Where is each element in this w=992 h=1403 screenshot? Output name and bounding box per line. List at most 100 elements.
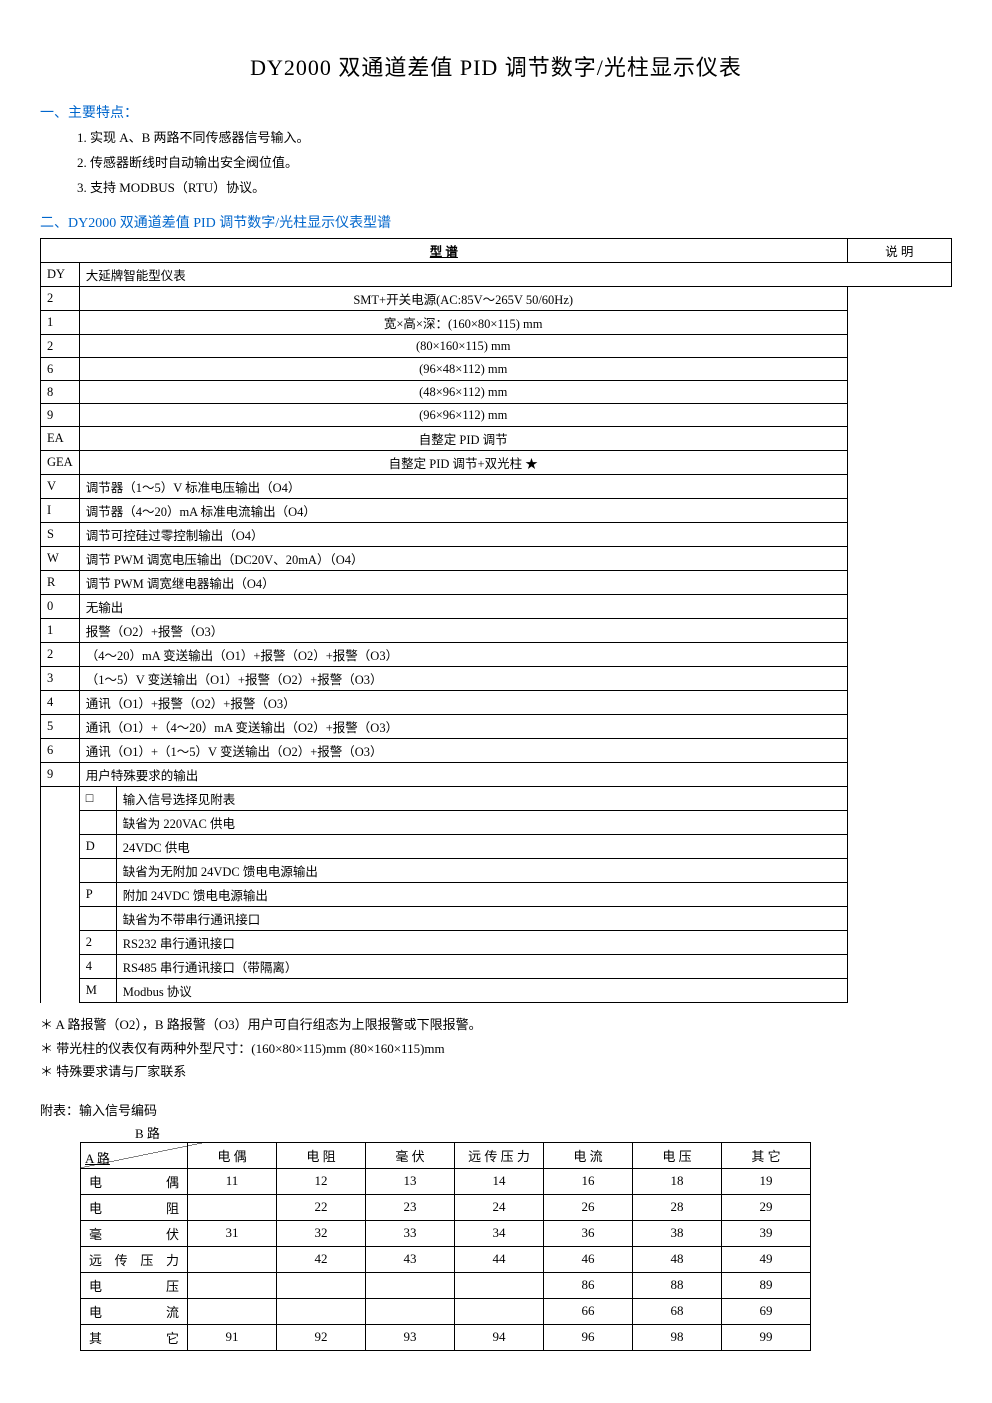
code-cell: 49 bbox=[722, 1246, 811, 1272]
spec-code-cell: 2 bbox=[41, 643, 80, 667]
code-cell bbox=[366, 1298, 455, 1324]
spec-desc-cell: 调节器（4～20）mA 标准电流输出（O4） bbox=[79, 499, 847, 523]
note-line: ＊ 带光柱的仪表仅有两种外型尺寸：(160×80×115)mm (80×160×… bbox=[40, 1037, 952, 1060]
code-cell: 94 bbox=[455, 1324, 544, 1350]
spec-code-cell: 2 bbox=[41, 335, 80, 358]
spec-desc-cell: SMT+开关电源(AC:85V～265V 50/60Hz) bbox=[79, 287, 847, 311]
spec-desc-cell: 缺省为无附加 24VDC 馈电电源输出 bbox=[116, 859, 847, 883]
code-cell: 11 bbox=[188, 1168, 277, 1194]
code-cell: 28 bbox=[633, 1194, 722, 1220]
spec-code-cell: GEA bbox=[41, 451, 80, 475]
code-cell: 66 bbox=[544, 1298, 633, 1324]
spec-code-cell: □ bbox=[79, 787, 116, 811]
code-cell: 88 bbox=[633, 1272, 722, 1298]
spec-desc-cell: (96×48×112) mm bbox=[79, 358, 847, 381]
spec-desc-cell: 缺省为不带串行通讯接口 bbox=[116, 907, 847, 931]
code-cell: 23 bbox=[366, 1194, 455, 1220]
spec-code-cell: 9 bbox=[41, 404, 80, 427]
spec-code-cell: 2 bbox=[41, 287, 80, 311]
feature-item: 实现 A、B 两路不同传感器信号输入。 bbox=[90, 128, 952, 149]
spec-desc-cell: 宽×高×深：(160×80×115) mm bbox=[79, 311, 847, 335]
code-cell: 14 bbox=[455, 1168, 544, 1194]
code-row-header: 电 阻 bbox=[81, 1194, 188, 1220]
code-cell bbox=[188, 1272, 277, 1298]
spec-desc-cell: 自整定 PID 调节+双光柱 ★ bbox=[79, 451, 847, 475]
code-row-header: 远 传 压 力 bbox=[81, 1246, 188, 1272]
spec-spacer-cell bbox=[41, 787, 80, 1003]
code-cell: 93 bbox=[366, 1324, 455, 1350]
spec-desc-cell: RS485 串行通讯接口（带隔离） bbox=[116, 955, 847, 979]
specification-table: 型 谱说 明DY大延牌智能型仪表2SMT+开关电源(AC:85V～265V 50… bbox=[40, 238, 952, 1003]
feature-item: 支持 MODBUS（RTU）协议。 bbox=[90, 178, 952, 199]
spec-desc-cell: 大延牌智能型仪表 bbox=[79, 263, 951, 287]
section2-header: 二、DY2000 双通道差值 PID 调节数字/光柱显示仪表型谱 bbox=[40, 212, 952, 232]
code-row-header: 电 偶 bbox=[81, 1168, 188, 1194]
code-cell: 34 bbox=[455, 1220, 544, 1246]
code-cell: 29 bbox=[722, 1194, 811, 1220]
spec-code-cell: S bbox=[41, 523, 80, 547]
diag-header-cell: A 路 bbox=[81, 1142, 188, 1168]
spec-code-cell: I bbox=[41, 499, 80, 523]
spec-desc-cell: 缺省为 220VAC 供电 bbox=[116, 811, 847, 835]
code-col-header: 电 阻 bbox=[277, 1142, 366, 1168]
spec-desc-cell: （1～5）V 变送输出（O1）+报警（O2）+报警（O3） bbox=[79, 667, 847, 691]
spec-code-cell: 2 bbox=[79, 931, 116, 955]
spec-code-cell: 4 bbox=[79, 955, 116, 979]
code-cell: 33 bbox=[366, 1220, 455, 1246]
code-cell: 98 bbox=[633, 1324, 722, 1350]
spec-code-cell: 6 bbox=[41, 739, 80, 763]
code-cell bbox=[188, 1194, 277, 1220]
spec-code-cell: 6 bbox=[41, 358, 80, 381]
code-cell bbox=[188, 1246, 277, 1272]
code-row-header: 电 压 bbox=[81, 1272, 188, 1298]
feature-item: 传感器断线时自动输出安全阀位值。 bbox=[90, 153, 952, 174]
code-cell bbox=[188, 1298, 277, 1324]
code-col-header: 远 传 压 力 bbox=[455, 1142, 544, 1168]
spec-code-cell: D bbox=[79, 835, 116, 859]
col-header-desc: 说 明 bbox=[847, 239, 951, 263]
code-cell: 42 bbox=[277, 1246, 366, 1272]
spec-code-cell: 1 bbox=[41, 619, 80, 643]
code-cell: 36 bbox=[544, 1220, 633, 1246]
code-cell: 19 bbox=[722, 1168, 811, 1194]
section1-header: 一、主要特点： bbox=[40, 102, 952, 122]
appendix-sub-label: B 路 bbox=[135, 1123, 952, 1142]
spec-code-cell: P bbox=[79, 883, 116, 907]
spec-code-cell: 4 bbox=[41, 691, 80, 715]
spec-desc-cell: Modbus 协议 bbox=[116, 979, 847, 1003]
spec-desc-cell: 通讯（O1）+（1～5）V 变送输出（O2）+报警（O3） bbox=[79, 739, 847, 763]
spec-code-cell: 1 bbox=[41, 311, 80, 335]
note-line: ＊ A 路报警（O2），B 路报警（O3）用户可自行组态为上限报警或下限报警。 bbox=[40, 1013, 952, 1036]
spec-desc-cell: 调节器（1～5）V 标准电压输出（O4） bbox=[79, 475, 847, 499]
code-cell: 91 bbox=[188, 1324, 277, 1350]
code-cell: 43 bbox=[366, 1246, 455, 1272]
code-cell: 13 bbox=[366, 1168, 455, 1194]
code-cell: 44 bbox=[455, 1246, 544, 1272]
spec-desc-cell: 附加 24VDC 馈电电源输出 bbox=[116, 883, 847, 907]
spec-code-cell: 0 bbox=[41, 595, 80, 619]
code-cell: 89 bbox=[722, 1272, 811, 1298]
note-line: ＊ 特殊要求请与厂家联系 bbox=[40, 1060, 952, 1083]
code-cell: 96 bbox=[544, 1324, 633, 1350]
code-cell: 22 bbox=[277, 1194, 366, 1220]
spec-code-cell: 5 bbox=[41, 715, 80, 739]
code-cell: 39 bbox=[722, 1220, 811, 1246]
code-cell: 18 bbox=[633, 1168, 722, 1194]
spec-desc-cell: 通讯（O1）+（4～20）mA 变送输出（O2）+报警（O3） bbox=[79, 715, 847, 739]
spec-code-cell: V bbox=[41, 475, 80, 499]
code-cell: 12 bbox=[277, 1168, 366, 1194]
spec-desc-cell: 输入信号选择见附表 bbox=[116, 787, 847, 811]
code-cell: 16 bbox=[544, 1168, 633, 1194]
spec-code-cell bbox=[79, 907, 116, 931]
code-cell: 86 bbox=[544, 1272, 633, 1298]
code-cell bbox=[455, 1298, 544, 1324]
spec-desc-cell: 自整定 PID 调节 bbox=[79, 427, 847, 451]
spec-code-cell bbox=[79, 859, 116, 883]
code-col-header: 其 它 bbox=[722, 1142, 811, 1168]
code-cell: 92 bbox=[277, 1324, 366, 1350]
code-table: A 路电 偶电 阻毫 伏远 传 压 力电 流电 压其 它电 偶111213141… bbox=[80, 1142, 811, 1351]
code-row-header: 其 它 bbox=[81, 1324, 188, 1350]
appendix-label: 附表：输入信号编码 bbox=[40, 1100, 952, 1119]
spec-code-cell: EA bbox=[41, 427, 80, 451]
spec-desc-cell: 调节 PWM 调宽电压输出（DC20V、20mA）（O4） bbox=[79, 547, 847, 571]
